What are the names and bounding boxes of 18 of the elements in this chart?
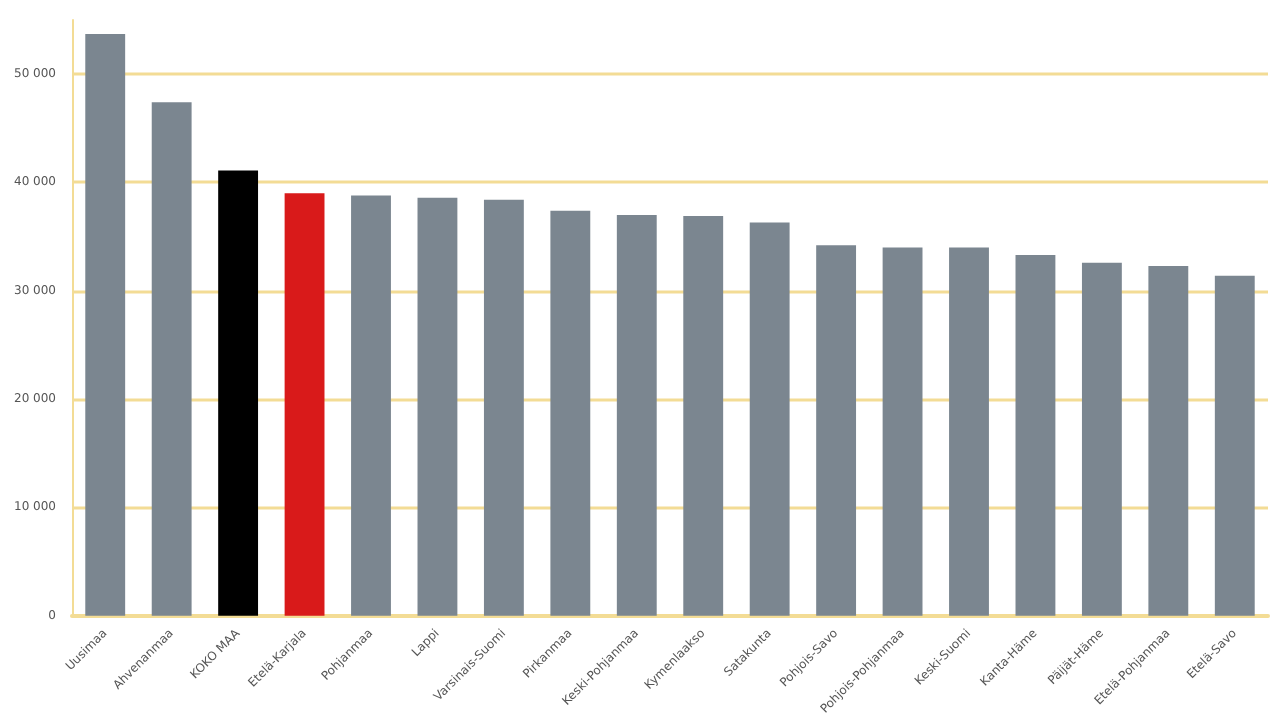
bar: [85, 34, 126, 616]
bar: [417, 197, 458, 616]
bar: [151, 102, 192, 616]
bar: [1081, 262, 1122, 616]
bar: [218, 170, 259, 616]
bar: [749, 222, 790, 616]
bar: [1214, 275, 1255, 616]
bar: [351, 195, 391, 616]
bar: [1015, 255, 1056, 616]
bar: [284, 193, 325, 616]
bar: [483, 199, 524, 616]
bar: [683, 216, 724, 616]
bar: [616, 214, 657, 616]
bar: [882, 247, 923, 616]
bar: [949, 247, 989, 616]
bar: [1148, 265, 1189, 616]
bar: [550, 210, 591, 616]
bar: [816, 245, 857, 616]
